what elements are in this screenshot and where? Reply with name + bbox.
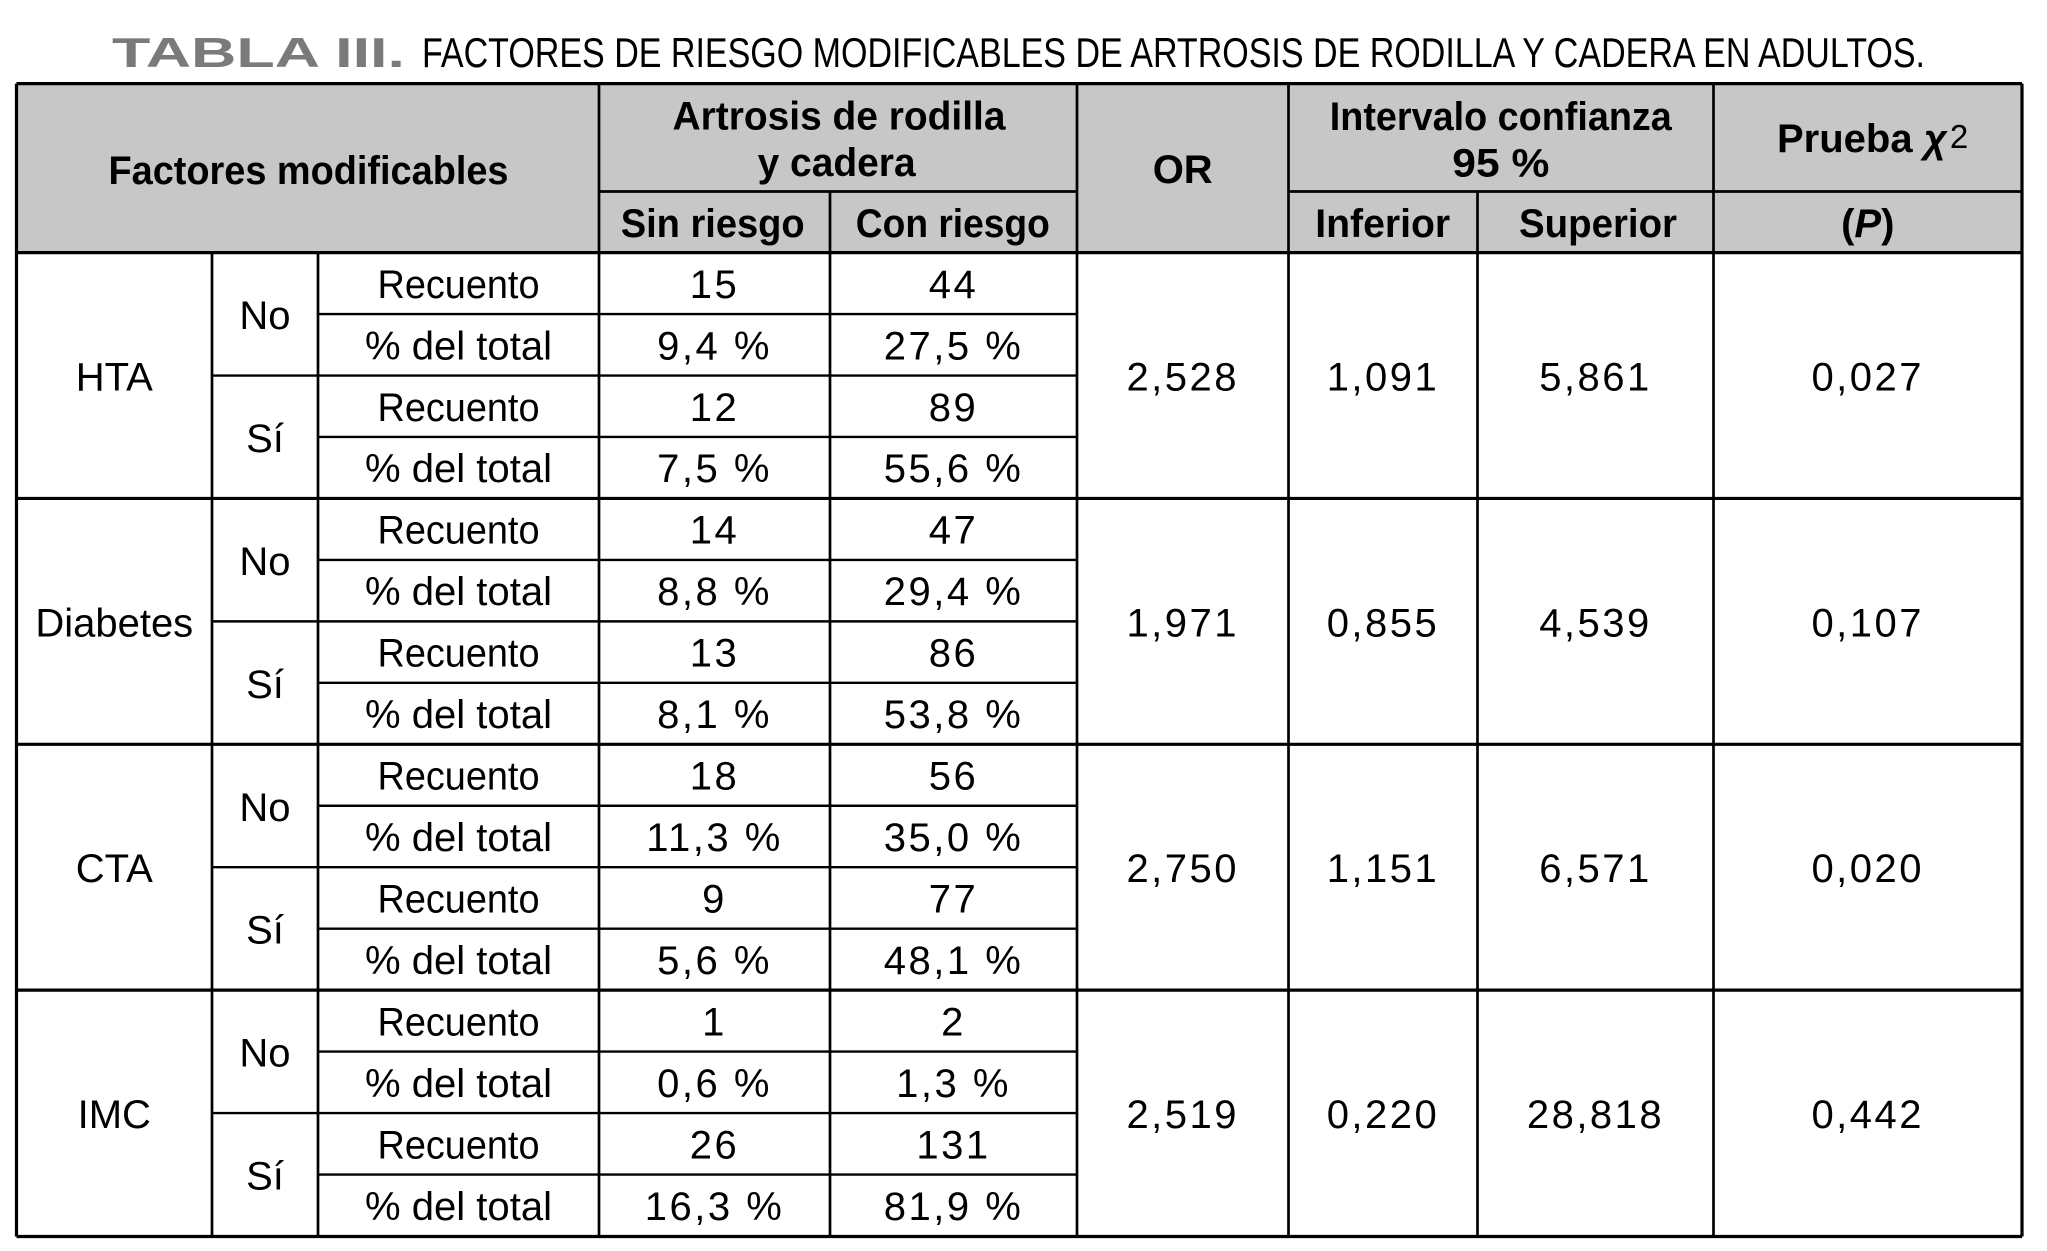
svg-text:47: 47	[929, 509, 979, 553]
svg-text:Prueba χ2: Prueba χ2	[1777, 117, 1968, 161]
svg-text:1,971: 1,971	[1126, 601, 1239, 645]
svg-text:29,4 %: 29,4 %	[884, 570, 1024, 614]
svg-text:2,519: 2,519	[1126, 1093, 1239, 1137]
svg-text:Sí: Sí	[246, 417, 284, 461]
svg-text:1: 1	[702, 1000, 727, 1044]
svg-text:0,027: 0,027	[1811, 356, 1924, 400]
svg-text:Superior: Superior	[1519, 202, 1677, 246]
svg-text:16,3 %: 16,3 %	[645, 1185, 785, 1229]
svg-text:% del total: % del total	[365, 1062, 552, 1106]
svg-text:Recuento: Recuento	[378, 263, 540, 307]
svg-text:86: 86	[929, 632, 979, 676]
svg-text:Factores modificables: Factores modificables	[109, 149, 509, 193]
svg-text:0,442: 0,442	[1811, 1093, 1924, 1137]
svg-text:27,5 %: 27,5 %	[884, 324, 1024, 368]
svg-text:1,151: 1,151	[1327, 847, 1440, 891]
svg-text:44: 44	[929, 263, 979, 307]
svg-text:15: 15	[690, 263, 740, 307]
svg-text:48,1 %: 48,1 %	[884, 939, 1024, 983]
svg-text:8,1 %: 8,1 %	[657, 693, 772, 737]
svg-text:No: No	[239, 786, 290, 830]
svg-text:8,8 %: 8,8 %	[657, 570, 772, 614]
svg-text:53,8 %: 53,8 %	[884, 693, 1024, 737]
svg-text:(P): (P)	[1841, 202, 1894, 246]
svg-text:4,539: 4,539	[1539, 601, 1652, 645]
svg-text:2: 2	[941, 1000, 966, 1044]
svg-text:Diabetes: Diabetes	[35, 601, 193, 645]
svg-text:55,6 %: 55,6 %	[884, 447, 1024, 491]
svg-text:Recuento: Recuento	[378, 632, 540, 676]
svg-text:13: 13	[690, 632, 740, 676]
svg-text:35,0 %: 35,0 %	[884, 816, 1024, 860]
svg-text:12: 12	[690, 386, 740, 430]
svg-text:y cadera: y cadera	[758, 141, 917, 185]
svg-text:56: 56	[929, 755, 979, 799]
svg-text:Artrosis de rodilla: Artrosis de rodilla	[673, 95, 1007, 139]
svg-text:28,818: 28,818	[1527, 1093, 1664, 1137]
svg-text:18: 18	[690, 755, 740, 799]
svg-text:0,855: 0,855	[1327, 601, 1440, 645]
svg-text:7,5 %: 7,5 %	[657, 447, 772, 491]
svg-text:0,107: 0,107	[1811, 601, 1924, 645]
svg-text:26: 26	[690, 1123, 740, 1167]
svg-text:Con riesgo: Con riesgo	[856, 202, 1050, 246]
svg-text:% del total: % del total	[365, 570, 552, 614]
svg-text:Sí: Sí	[246, 663, 284, 707]
svg-text:11,3 %: 11,3 %	[646, 816, 783, 860]
svg-text:CTA: CTA	[76, 847, 153, 891]
svg-text:Sí: Sí	[246, 1155, 284, 1199]
svg-text:9: 9	[702, 877, 727, 921]
svg-text:No: No	[239, 294, 290, 338]
svg-text:Recuento: Recuento	[378, 386, 540, 430]
svg-text:5,6 %: 5,6 %	[657, 939, 772, 983]
svg-text:OR: OR	[1153, 148, 1213, 192]
svg-text:% del total: % del total	[365, 693, 552, 737]
svg-text:Inferior: Inferior	[1315, 202, 1450, 246]
svg-text:14: 14	[690, 509, 740, 553]
svg-text:2,528: 2,528	[1126, 356, 1239, 400]
svg-text:0,020: 0,020	[1811, 847, 1924, 891]
svg-text:% del total: % del total	[365, 447, 552, 491]
svg-text:IMC: IMC	[78, 1093, 151, 1137]
svg-text:0,220: 0,220	[1327, 1093, 1440, 1137]
svg-text:Recuento: Recuento	[378, 877, 540, 921]
svg-text:89: 89	[929, 386, 979, 430]
svg-text:Recuento: Recuento	[378, 1000, 540, 1044]
svg-text:No: No	[239, 1032, 290, 1076]
svg-text:Sin riesgo: Sin riesgo	[621, 202, 805, 246]
svg-text:81,9 %: 81,9 %	[884, 1185, 1024, 1229]
svg-text:131: 131	[916, 1123, 990, 1167]
svg-text:2,750: 2,750	[1126, 847, 1239, 891]
svg-text:Recuento: Recuento	[378, 1123, 540, 1167]
svg-text:Intervalo confianza: Intervalo confianza	[1330, 95, 1673, 139]
svg-text:Recuento: Recuento	[378, 509, 540, 553]
svg-text:95 %: 95 %	[1452, 141, 1549, 185]
svg-text:% del total: % del total	[365, 816, 552, 860]
svg-text:Recuento: Recuento	[378, 755, 540, 799]
svg-text:% del total: % del total	[365, 324, 552, 368]
svg-text:% del total: % del total	[365, 939, 552, 983]
svg-text:5,861: 5,861	[1539, 356, 1652, 400]
svg-text:Sí: Sí	[246, 909, 284, 953]
svg-text:FACTORES DE RIESGO MODIFICABLE: FACTORES DE RIESGO MODIFICABLES DE ARTRO…	[422, 29, 1925, 76]
svg-text:TABLA III.: TABLA III.	[112, 30, 405, 76]
svg-text:6,571: 6,571	[1539, 847, 1652, 891]
svg-text:1,3 %: 1,3 %	[896, 1062, 1011, 1106]
svg-text:0,6 %: 0,6 %	[657, 1062, 772, 1106]
svg-text:77: 77	[929, 877, 979, 921]
svg-text:HTA: HTA	[76, 356, 153, 400]
svg-text:% del total: % del total	[365, 1185, 552, 1229]
svg-text:No: No	[239, 540, 290, 584]
svg-text:1,091: 1,091	[1327, 356, 1440, 400]
svg-text:9,4 %: 9,4 %	[657, 324, 772, 368]
